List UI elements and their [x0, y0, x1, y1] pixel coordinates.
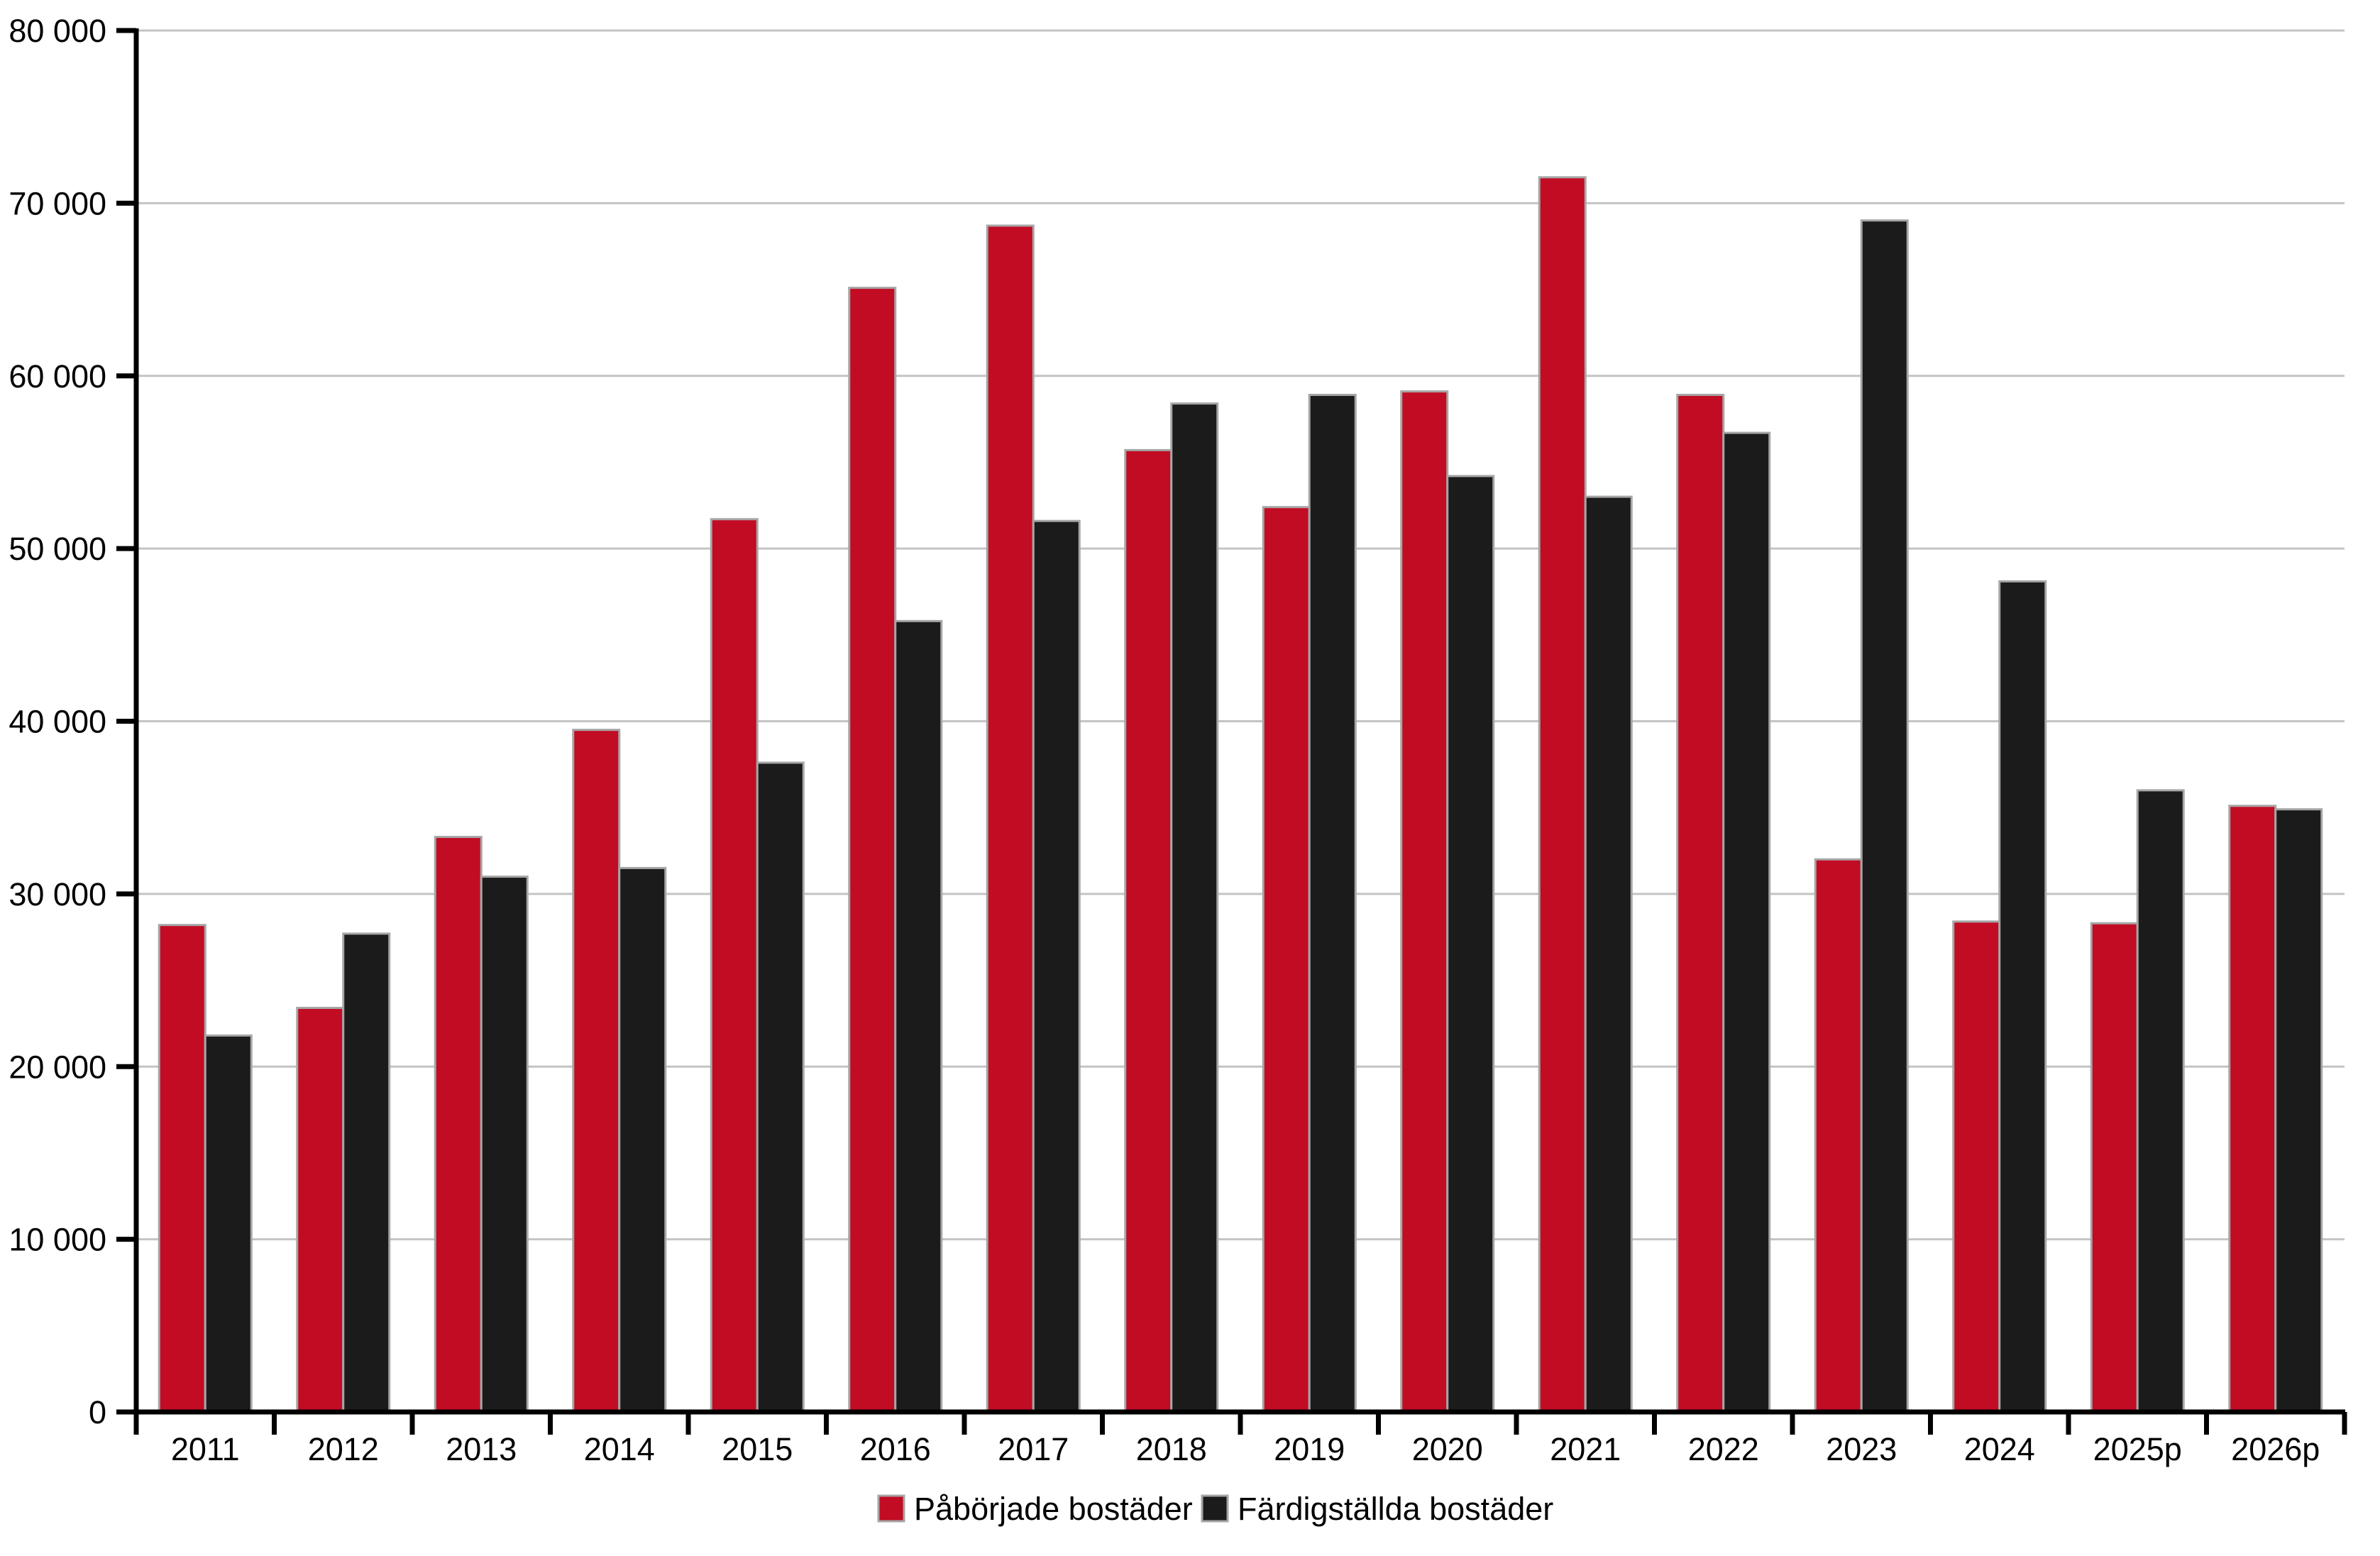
bar-paborjade-2016 — [848, 287, 897, 1413]
legend-label-paborjade: Påbörjade bostäder — [914, 1491, 1193, 1527]
bar-fardigstallda-2022 — [1722, 431, 1771, 1413]
bar-paborjade-2012 — [296, 1007, 345, 1413]
category-label-2020: 2020 — [1412, 1431, 1483, 1467]
bar-fardigstallda-2020 — [1446, 475, 1495, 1413]
x-axis-category-labels: 2011 2012 2013 2014 2015 2016 2017 2018 2019 2020… — [171, 1431, 2320, 1467]
bar-fardigstallda-2012 — [342, 932, 391, 1413]
y-tick-label: 50 000 — [9, 531, 106, 567]
y-tick-label: 40 000 — [9, 704, 106, 740]
category-label-2025p: 2025p — [2093, 1431, 2182, 1467]
bar-paborjade-2021 — [1538, 176, 1587, 1413]
category-label-2013: 2013 — [446, 1431, 517, 1467]
bar-fardigstallda-2017 — [1032, 519, 1081, 1413]
bars — [158, 176, 2323, 1413]
category-label-2024: 2024 — [1964, 1431, 2035, 1467]
bar-paborjade-2017 — [986, 224, 1035, 1413]
bar-fardigstallda-2015 — [756, 761, 805, 1413]
y-axis-tick-labels: 0 10 000 20 000 30 000 40 000 50 000 60 000 70 … — [9, 13, 106, 1430]
bar-paborjade-2025p — [2090, 922, 2139, 1413]
category-label-2026p: 2026p — [2231, 1431, 2320, 1467]
bar-paborjade-2018 — [1124, 448, 1173, 1413]
legend-swatch-fardigstallda — [1201, 1494, 1229, 1523]
category-label-2021: 2021 — [1550, 1431, 1621, 1467]
y-tick-label: 80 000 — [9, 13, 106, 49]
y-tick-label: 30 000 — [9, 876, 106, 912]
category-label-2011: 2011 — [171, 1431, 240, 1467]
bar-fardigstallda-2019 — [1308, 394, 1357, 1413]
bar-paborjade-2019 — [1262, 506, 1311, 1413]
bar-fardigstallda-2024 — [1998, 580, 2047, 1413]
bar-paborjade-2015 — [710, 518, 759, 1413]
bar-fardigstallda-2018 — [1170, 402, 1219, 1413]
category-label-2022: 2022 — [1688, 1431, 1759, 1467]
bar-fardigstallda-2016 — [894, 619, 943, 1413]
category-label-2018: 2018 — [1136, 1431, 1207, 1467]
x-axis-ticks — [133, 1412, 2347, 1435]
bar-paborjade-2022 — [1676, 394, 1725, 1413]
bar-fardigstallda-2023 — [1860, 219, 1909, 1413]
y-tick-label: 70 000 — [9, 185, 106, 221]
legend-label-fardigstallda: Färdigställda bostäder — [1238, 1491, 1553, 1527]
category-label-2012: 2012 — [308, 1431, 379, 1467]
category-label-2014: 2014 — [584, 1431, 655, 1467]
bar-fardigstallda-2013 — [480, 876, 529, 1413]
bar-fardigstallda-2021 — [1584, 495, 1633, 1413]
category-label-2023: 2023 — [1826, 1431, 1897, 1467]
bar-paborjade-2011 — [158, 924, 206, 1413]
bar-paborjade-2024 — [1952, 920, 2001, 1413]
y-axis-ticks — [116, 28, 136, 1415]
bar-fardigstallda-2014 — [618, 866, 667, 1413]
legend-swatch-paborjade — [877, 1494, 905, 1523]
bar-paborjade-2026p — [2228, 805, 2277, 1413]
category-label-2019: 2019 — [1274, 1431, 1345, 1467]
category-label-2017: 2017 — [998, 1431, 1069, 1467]
bar-fardigstallda-2025p — [2136, 789, 2185, 1413]
y-tick-label: 0 — [89, 1394, 106, 1430]
bar-paborjade-2013 — [434, 836, 483, 1413]
legend: Påbörjade bostäder Färdigställda bostäde… — [877, 1491, 1553, 1527]
bar-fardigstallda-2011 — [204, 1034, 253, 1413]
y-tick-label: 60 000 — [9, 358, 106, 394]
bar-paborjade-2023 — [1814, 858, 1863, 1413]
y-tick-label: 10 000 — [9, 1222, 106, 1258]
bar-fardigstallda-2026p — [2274, 808, 2323, 1413]
bar-paborjade-2014 — [572, 729, 621, 1413]
y-tick-label: 20 000 — [9, 1049, 106, 1085]
category-label-2015: 2015 — [722, 1431, 793, 1467]
category-label-2016: 2016 — [860, 1431, 931, 1467]
bar-paborjade-2020 — [1400, 390, 1449, 1413]
